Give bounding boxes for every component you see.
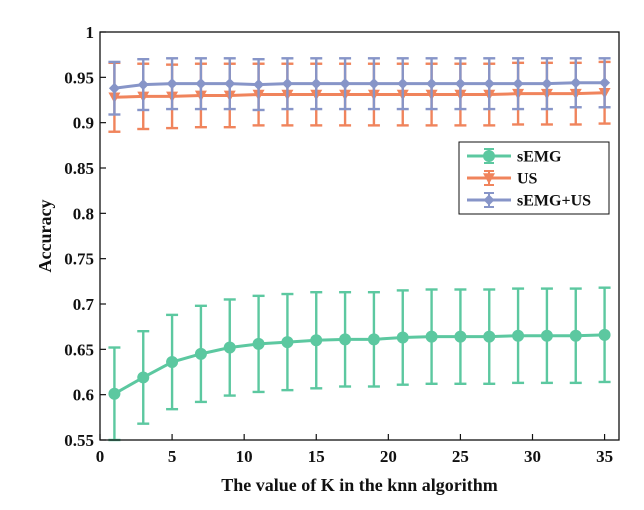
data-point bbox=[310, 78, 322, 90]
axes-layer bbox=[99, 31, 620, 441]
y-tick-label: 0.75 bbox=[64, 250, 94, 269]
y-tick-label: 0.9 bbox=[73, 114, 94, 133]
legend: sEMG US sEMG+US bbox=[458, 141, 610, 215]
data-point bbox=[137, 79, 149, 91]
data-point bbox=[166, 356, 179, 369]
data-point bbox=[512, 78, 524, 90]
data-point bbox=[223, 341, 236, 354]
y-tick-label: 0.55 bbox=[64, 431, 94, 450]
data-point bbox=[541, 78, 553, 90]
y-tick-label: 0.6 bbox=[73, 386, 94, 405]
data-point bbox=[339, 78, 351, 90]
data-point bbox=[368, 78, 380, 90]
series-layer bbox=[108, 57, 611, 442]
legend-label: sEMG bbox=[517, 149, 562, 166]
data-point bbox=[425, 330, 438, 343]
legend-marker bbox=[483, 194, 495, 206]
series-line bbox=[113, 333, 605, 396]
series-semg bbox=[108, 286, 611, 442]
y-axis-title: Accuracy bbox=[35, 200, 55, 273]
data-point bbox=[224, 78, 236, 90]
data-point bbox=[569, 329, 582, 342]
x-tick-label: 10 bbox=[236, 447, 253, 466]
x-tick-label: 35 bbox=[596, 447, 613, 466]
plot-frame bbox=[99, 31, 620, 441]
x-axis-title: The value of K in the knn algorithm bbox=[221, 475, 498, 495]
data-point bbox=[367, 333, 380, 346]
series-line bbox=[114, 91, 605, 99]
data-point bbox=[396, 331, 409, 344]
data-point bbox=[426, 78, 438, 90]
x-tick-label: 0 bbox=[96, 447, 105, 466]
data-point bbox=[599, 77, 611, 89]
data-point bbox=[195, 78, 207, 90]
x-tick-label: 15 bbox=[308, 447, 325, 466]
data-point bbox=[397, 78, 409, 90]
y-tick-label: 0.8 bbox=[73, 204, 94, 223]
data-point bbox=[194, 347, 207, 360]
legend-marker bbox=[483, 173, 495, 184]
series-line bbox=[114, 81, 605, 90]
x-tick-label: 20 bbox=[380, 447, 397, 466]
y-tick-label: 0.85 bbox=[64, 159, 94, 178]
x-tick-label: 5 bbox=[168, 447, 177, 466]
data-point bbox=[454, 330, 467, 343]
y-tick-label: 0.7 bbox=[73, 295, 95, 314]
legend-marker bbox=[483, 150, 495, 162]
data-point bbox=[310, 334, 323, 347]
data-point bbox=[454, 78, 466, 90]
data-point bbox=[512, 329, 525, 342]
data-point bbox=[598, 328, 611, 341]
legend-label: US bbox=[517, 171, 538, 188]
data-point bbox=[570, 77, 582, 89]
x-tick-label: 30 bbox=[524, 447, 541, 466]
series-us bbox=[108, 60, 611, 133]
data-point bbox=[253, 79, 265, 91]
data-point bbox=[252, 337, 265, 350]
legend-label: sEMG+US bbox=[517, 193, 591, 210]
data-point bbox=[339, 333, 352, 346]
data-point bbox=[108, 387, 121, 400]
series-semg-us bbox=[108, 57, 611, 116]
data-point bbox=[483, 78, 495, 90]
data-point bbox=[483, 330, 496, 343]
tick-layer: 0 5 10 15 20 25 30 35 0.55 0.6 0.65 0.7 0.75 0.8 0.85 0… bbox=[64, 23, 613, 466]
y-tick-label: 1 bbox=[86, 23, 95, 42]
data-point bbox=[281, 78, 293, 90]
x-tick-label: 25 bbox=[452, 447, 469, 466]
data-point bbox=[137, 371, 150, 384]
data-point bbox=[540, 329, 553, 342]
y-tick-label: 0.95 bbox=[64, 68, 94, 87]
data-point bbox=[166, 78, 178, 90]
data-point bbox=[281, 336, 294, 349]
y-tick-label: 0.65 bbox=[64, 340, 94, 359]
data-point bbox=[108, 82, 120, 94]
